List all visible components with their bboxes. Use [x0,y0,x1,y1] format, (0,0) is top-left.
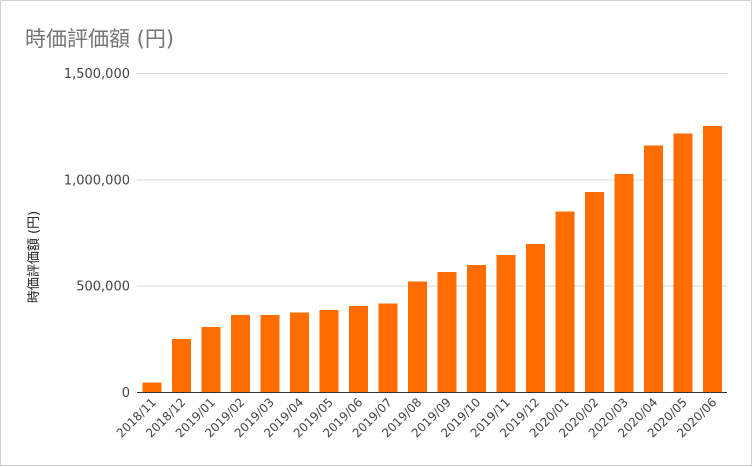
bar [437,271,457,392]
bar [201,327,221,392]
y-tick-label: 1,000,000 [64,173,130,188]
bar [584,192,604,392]
bar [407,281,427,392]
bar [673,133,693,393]
bar [230,315,250,392]
bar [348,305,368,392]
y-tick-label: 1,500,000 [64,67,130,82]
bars [142,126,722,393]
bar [525,244,545,392]
bar [614,174,634,392]
bar [289,312,309,392]
bar [260,315,280,392]
bar [702,126,722,393]
bar [643,145,663,392]
bar [171,338,191,392]
bar [496,254,516,392]
bar [142,382,162,392]
bar [555,211,575,392]
grid-lines [137,73,727,393]
bar [319,310,339,392]
x-axis-ticks: 2018/112018/122019/012019/022019/032019/… [114,395,720,440]
y-tick-label: 500,000 [76,280,130,295]
bar [466,264,486,392]
y-axis-label: 時価評価額 (円) [27,211,42,303]
y-axis-ticks: 0 500,000 1,000,000 1,500,000 [64,67,130,401]
y-tick-label: 0 [122,386,130,401]
chart-title: 時価評価額 (円) [25,27,174,51]
bar [378,303,398,392]
